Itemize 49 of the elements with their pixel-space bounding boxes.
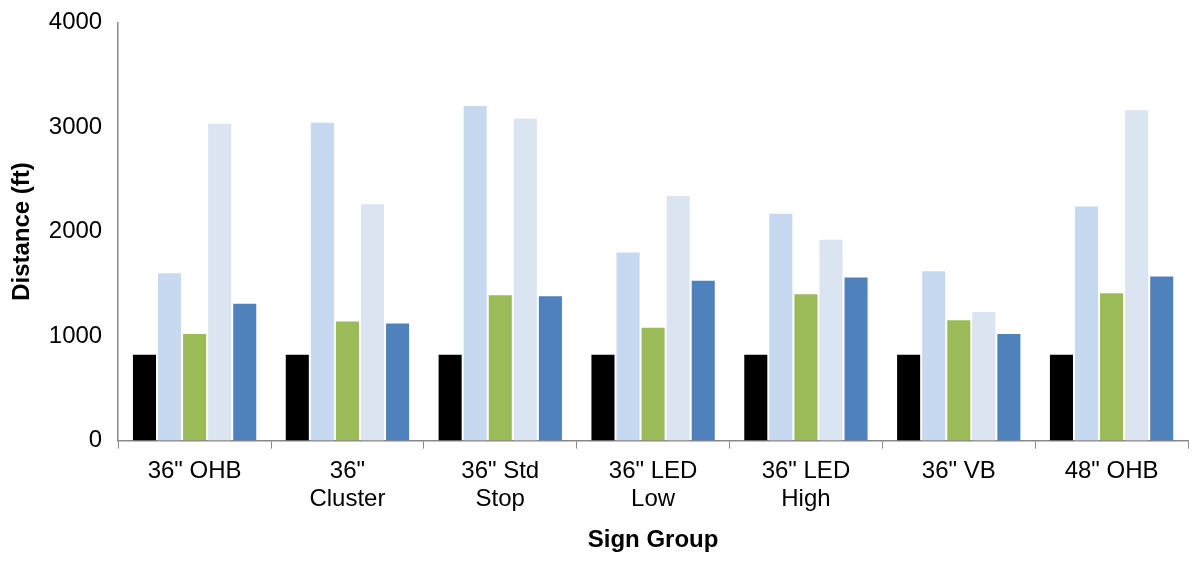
bar: [158, 273, 182, 441]
bar: [769, 213, 793, 441]
bar: [463, 106, 487, 441]
y-tick-label: 2000: [48, 216, 103, 244]
bar: [1125, 110, 1149, 441]
bar: [538, 296, 562, 441]
bar: [360, 204, 385, 441]
y-tick-label: 3000: [48, 111, 103, 139]
bar: [641, 327, 665, 441]
bar: [1074, 206, 1099, 441]
x-tick-label: 36" LED High: [761, 455, 851, 512]
bar: [844, 277, 868, 441]
x-tick-label: 36" Std Stop: [461, 455, 540, 512]
bar: [666, 195, 690, 441]
y-tick-label: 4000: [48, 7, 103, 35]
bar: [438, 354, 462, 441]
x-tick-label: 36" LED Low: [608, 455, 698, 512]
bar: [233, 303, 257, 441]
bar: [285, 354, 309, 441]
bar: [819, 239, 843, 441]
bar: [947, 320, 971, 441]
bar: [997, 333, 1021, 441]
bar: [132, 354, 157, 441]
bar: [794, 294, 818, 441]
bar: [488, 295, 512, 441]
bar: [335, 321, 359, 441]
bar: [386, 323, 410, 441]
bar: [1150, 276, 1174, 441]
x-axis-title: Sign Group: [587, 525, 719, 553]
y-axis-title: Distance (ft): [7, 162, 35, 301]
x-tick-label: 36" OHB: [147, 455, 242, 483]
bar: [183, 333, 207, 441]
bar: [691, 280, 715, 441]
y-tick-label: 1000: [48, 320, 103, 348]
y-tick-label: 0: [88, 425, 103, 453]
x-tick-label: 48" OHB: [1064, 455, 1159, 483]
bar: [744, 354, 768, 441]
bar: [310, 122, 334, 441]
bar: [1049, 354, 1073, 441]
x-tick-label: 36" VB: [921, 455, 996, 483]
bar: [591, 354, 615, 441]
bar: [922, 271, 946, 441]
bar: [1100, 293, 1124, 441]
x-tick-label: 36" Cluster: [309, 455, 386, 512]
bar: [513, 118, 537, 441]
bar: [616, 252, 640, 441]
bar: [897, 354, 921, 441]
bar: [972, 312, 996, 441]
bar: [208, 123, 232, 441]
